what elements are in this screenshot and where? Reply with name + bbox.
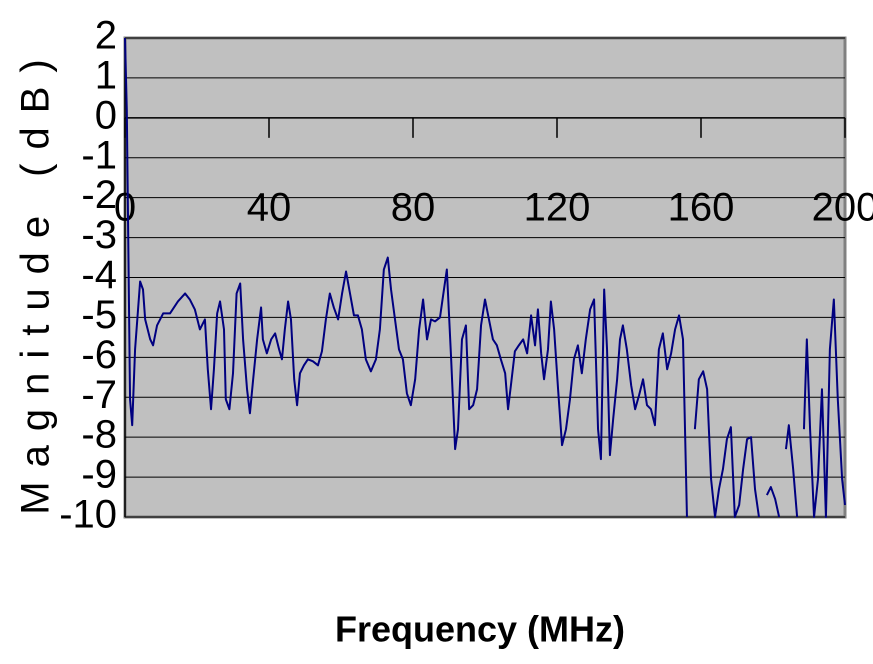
- y-tick-label: -5: [81, 293, 117, 337]
- y-tick-label: -3: [81, 213, 117, 257]
- y-tick-label: -10: [59, 493, 117, 537]
- y-tick-label: -8: [81, 413, 117, 457]
- data-line: [124, 37, 846, 518]
- y-tick-label: -7: [81, 373, 117, 417]
- y-tick-label: -9: [81, 453, 117, 497]
- y-tick-label: 1: [95, 53, 117, 97]
- x-axis-title: Frequency (MHz): [335, 609, 625, 650]
- y-tick-label: 2: [95, 14, 117, 58]
- x-tick-label: 120: [524, 185, 591, 229]
- y-tick-label: 0: [95, 93, 117, 137]
- x-tick-label: 160: [668, 185, 735, 229]
- y-axis-title: Magnitude (dB): [14, 45, 58, 514]
- x-tick-label: 0: [114, 185, 136, 229]
- x-tick-label: 80: [391, 185, 436, 229]
- y-tick-label: -6: [81, 333, 117, 377]
- y-tick-label: -4: [81, 253, 117, 297]
- x-tick-label: 40: [247, 185, 292, 229]
- y-tick-label: -2: [81, 173, 117, 217]
- y-tick-label: -1: [81, 133, 117, 177]
- x-tick-label: 200: [812, 185, 873, 229]
